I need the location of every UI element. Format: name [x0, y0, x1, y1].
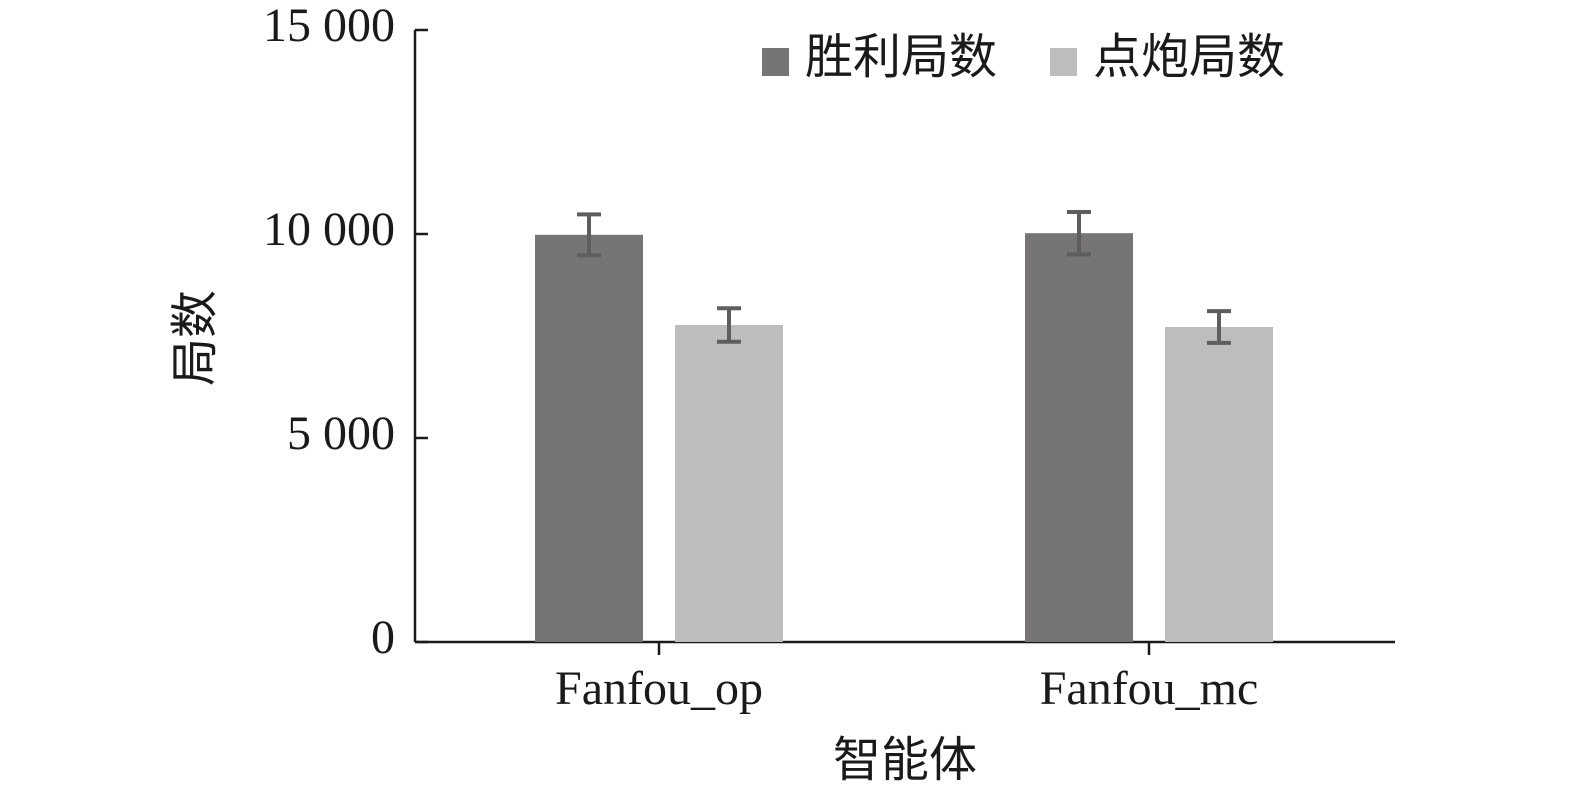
y-tick-label: 5 000 [287, 407, 395, 460]
error-bar [1067, 209, 1091, 257]
x-axis-title: 智能体 [833, 734, 977, 787]
bar [1165, 327, 1273, 642]
error-bar [577, 212, 601, 258]
bar [535, 234, 643, 643]
error-bar [717, 306, 741, 344]
y-tick-label: 10 000 [263, 203, 395, 256]
legend-label: 点炮局数 [1093, 31, 1285, 84]
bar [675, 324, 783, 642]
legend-label: 胜利局数 [805, 31, 997, 84]
legend-swatch [1050, 48, 1077, 76]
error-bar [1207, 309, 1231, 345]
bar [1025, 233, 1133, 642]
x-tick-label: Fanfou_op [555, 662, 763, 715]
y-tick-label: 15 000 [263, 0, 395, 52]
x-tick-label: Fanfou_mc [1040, 662, 1259, 715]
legend-swatch [762, 48, 789, 76]
y-axis-title: 局数 [169, 290, 222, 386]
y-tick-label: 0 [371, 611, 395, 664]
